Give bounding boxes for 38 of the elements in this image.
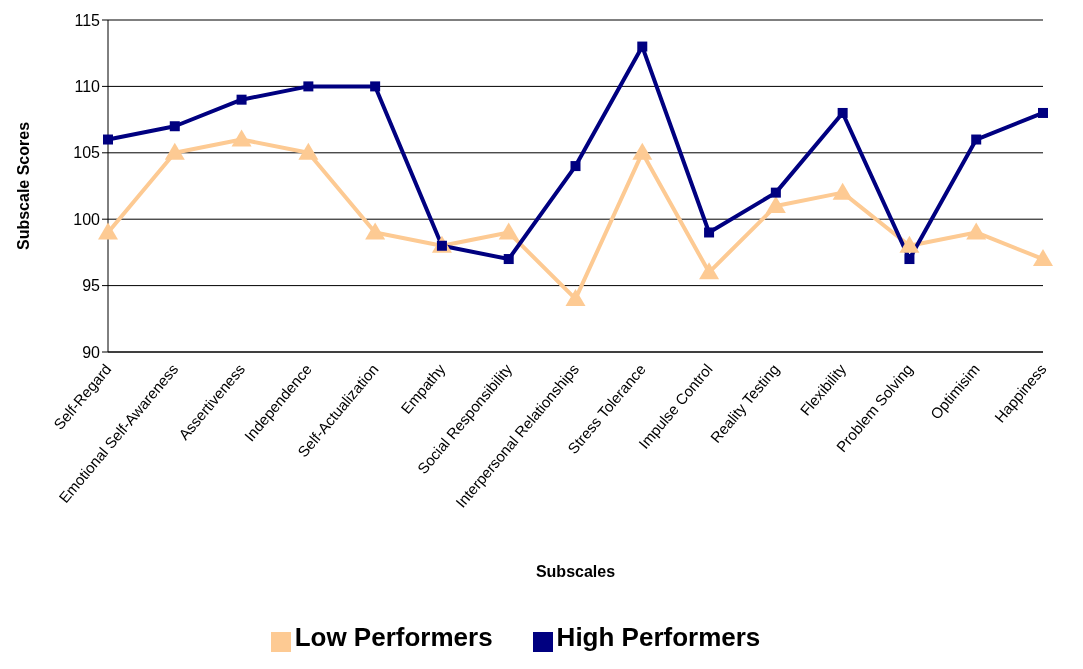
y-tick-label: 115 xyxy=(74,11,101,29)
point xyxy=(837,107,848,118)
point xyxy=(98,222,118,240)
point xyxy=(231,129,252,147)
point xyxy=(103,134,113,145)
point xyxy=(169,121,180,132)
point xyxy=(899,235,920,253)
point xyxy=(704,227,715,238)
y-tick-label: 105 xyxy=(73,144,101,162)
point xyxy=(1038,107,1048,118)
point xyxy=(565,288,586,306)
point xyxy=(765,195,786,213)
y-tick-label: 90 xyxy=(82,343,101,361)
legend-label: Low Performers xyxy=(294,622,493,652)
point xyxy=(904,254,915,265)
y-tick-label: 100 xyxy=(73,210,101,228)
point xyxy=(632,142,653,160)
point xyxy=(164,142,185,160)
x-axis-title: Subscales xyxy=(535,563,616,580)
point xyxy=(365,222,386,240)
point xyxy=(637,41,648,52)
y-tick-label: 110 xyxy=(74,78,101,96)
point xyxy=(699,262,720,280)
point xyxy=(966,222,987,240)
point xyxy=(570,161,581,172)
y-axis-title: Subscale Scores xyxy=(14,121,32,251)
point xyxy=(1033,249,1053,267)
point xyxy=(370,81,381,92)
point xyxy=(971,134,982,145)
point xyxy=(832,182,853,200)
point xyxy=(236,94,247,105)
point xyxy=(303,81,314,92)
point xyxy=(770,187,781,198)
point xyxy=(498,222,519,240)
point xyxy=(503,254,514,265)
y-tick-label: 95 xyxy=(82,277,101,295)
legend-label: High Performers xyxy=(556,622,761,652)
point xyxy=(298,142,319,160)
